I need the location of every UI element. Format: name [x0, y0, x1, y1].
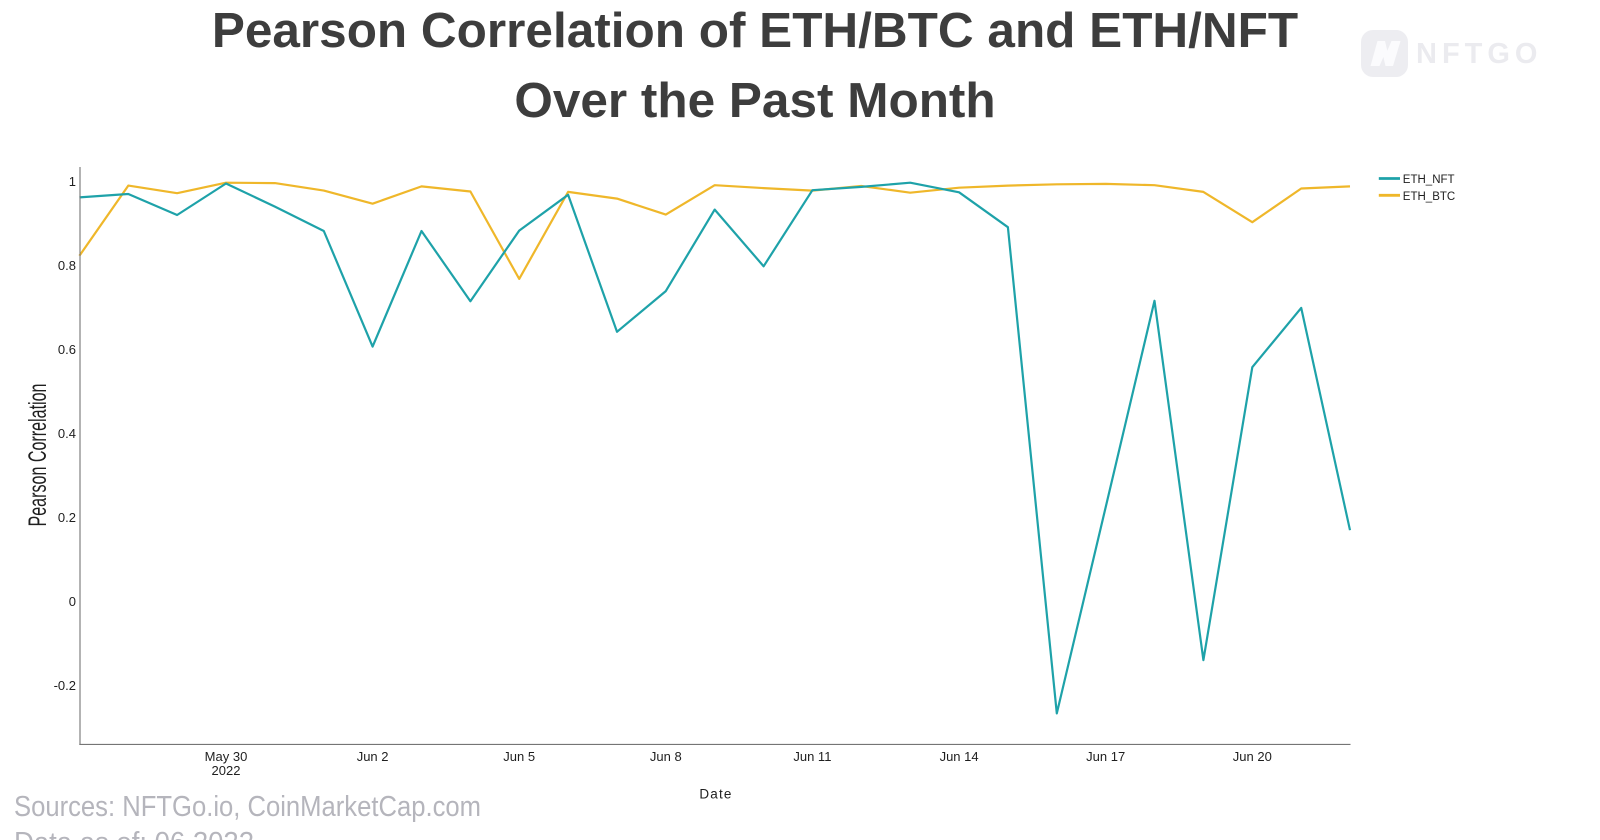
svg-text:Jun 11: Jun 11 [793, 749, 831, 764]
svg-text:ETH_NFT: ETH_NFT [1403, 174, 1455, 186]
svg-text:0: 0 [69, 594, 76, 609]
svg-text:1: 1 [69, 174, 76, 189]
svg-text:Sources: NFTGo.io, CoinMarketC: Sources: NFTGo.io, CoinMarketCap.com [14, 791, 481, 823]
svg-text:Date: Date [699, 787, 732, 802]
svg-text:Jun 20: Jun 20 [1233, 749, 1272, 764]
svg-text:Jun 2: Jun 2 [357, 749, 389, 764]
svg-text:Jun 14: Jun 14 [940, 749, 979, 764]
svg-text:2022: 2022 [212, 763, 241, 778]
svg-text:Jun 5: Jun 5 [503, 749, 535, 764]
svg-text:Pearson Correlation: Pearson Correlation [24, 384, 52, 527]
svg-text:0.8: 0.8 [58, 258, 76, 273]
svg-text:ETH_BTC: ETH_BTC [1403, 191, 1455, 203]
svg-text:0.2: 0.2 [58, 510, 76, 525]
svg-text:May 30: May 30 [205, 749, 248, 764]
svg-text:0.6: 0.6 [58, 342, 76, 357]
svg-text:0.4: 0.4 [58, 426, 76, 441]
svg-text:Jun 17: Jun 17 [1086, 749, 1125, 764]
svg-text:-0.2: -0.2 [54, 678, 76, 693]
svg-text:Jun 8: Jun 8 [650, 749, 682, 764]
svg-text:Data as of: 06.2022: Data as of: 06.2022 [14, 827, 254, 840]
